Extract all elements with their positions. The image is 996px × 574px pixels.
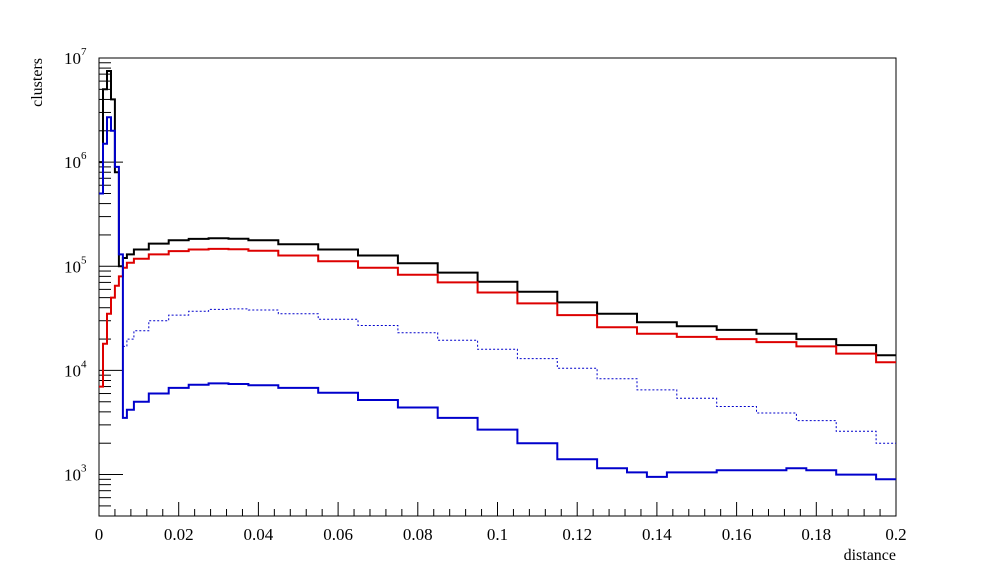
series-2-line <box>122 308 896 444</box>
x-tick-label: 0.06 <box>323 525 353 544</box>
x-tick-label: 0 <box>95 525 104 544</box>
series-layer <box>99 70 896 481</box>
x-tick-label: 0.1 <box>487 525 508 544</box>
x-axis: 0 0.02 0.04 0.06 0.08 0.1 0.12 0.14 0.16 0.18 0.2 <box>95 502 907 544</box>
y-tick-label: 107 <box>64 46 87 68</box>
x-tick-label: 0.08 <box>403 525 433 544</box>
x-tick-label: 0.12 <box>562 525 592 544</box>
x-axis-title: distance <box>844 547 896 564</box>
x-tick-label: 0.04 <box>244 525 274 544</box>
y-tick-label: 105 <box>64 254 87 276</box>
series-0-line <box>99 70 896 357</box>
y-axis: 103 104 105 106 107 <box>64 46 123 517</box>
y-axis-title: clusters <box>29 58 46 107</box>
y-tick-label: 104 <box>64 358 87 380</box>
x-tick-label: 0.14 <box>642 525 672 544</box>
x-tick-label: 0.2 <box>885 525 906 544</box>
y-tick-label: 103 <box>64 463 87 485</box>
x-tick-label: 0.02 <box>164 525 194 544</box>
series-3-line <box>99 116 896 481</box>
series-1-line <box>99 247 896 388</box>
plot-frame <box>98 57 897 517</box>
y-tick-label: 106 <box>64 150 87 172</box>
x-tick-label: 0.16 <box>722 525 752 544</box>
x-tick-label: 0.18 <box>801 525 831 544</box>
